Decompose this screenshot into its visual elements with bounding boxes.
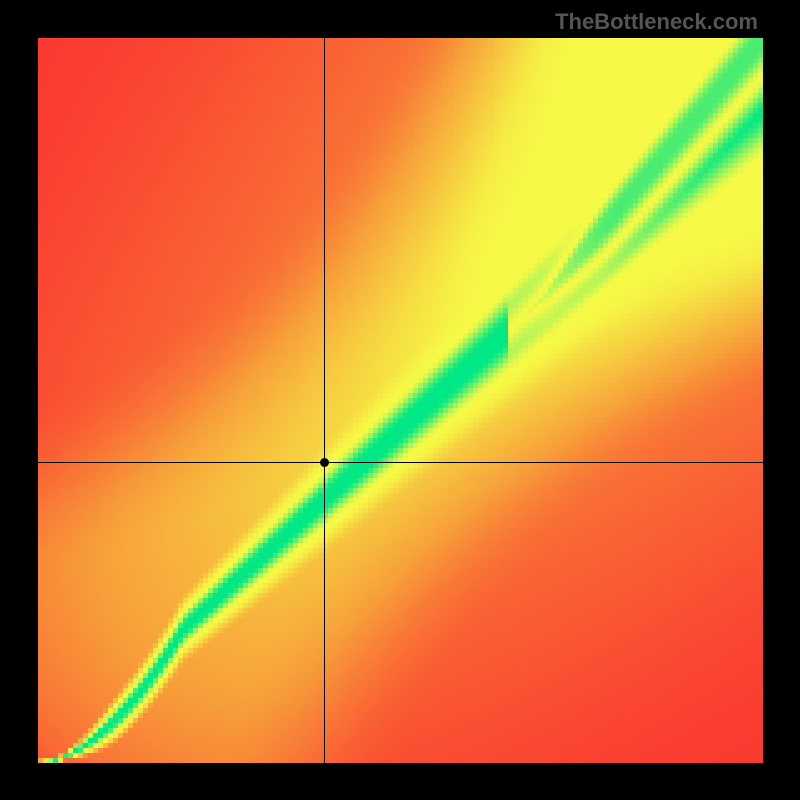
crosshair-vertical [324, 38, 325, 763]
crosshair-horizontal [38, 462, 763, 463]
bottleneck-heatmap [38, 38, 763, 763]
plot-area [38, 38, 763, 763]
watermark-text: TheBottleneck.com [555, 9, 758, 35]
chart-container: TheBottleneck.com [0, 0, 800, 800]
crosshair-marker [320, 458, 329, 467]
